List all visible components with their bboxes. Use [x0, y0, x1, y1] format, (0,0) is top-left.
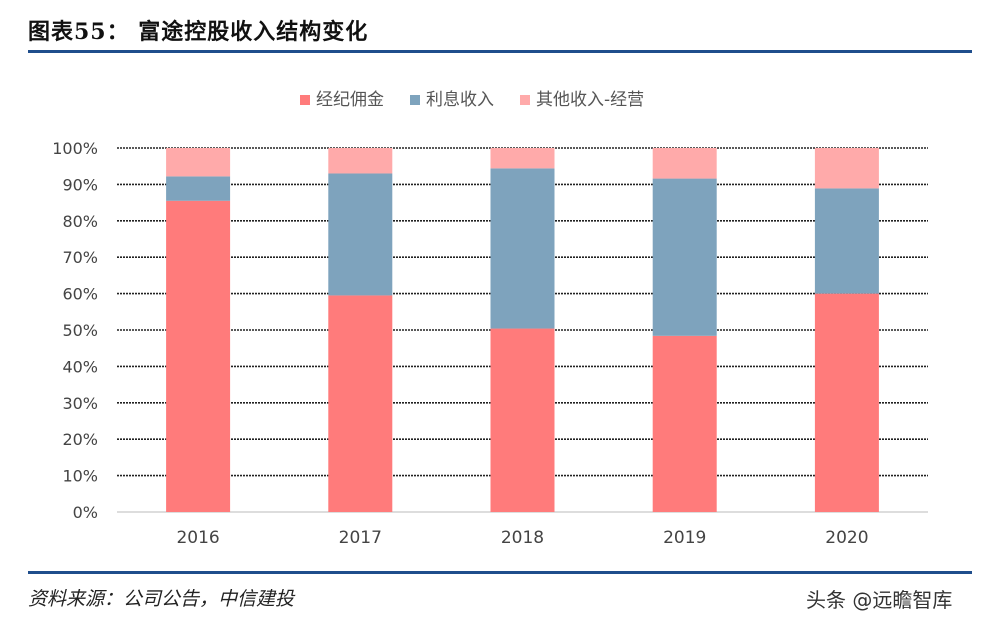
y-tick-label: 10% [62, 467, 98, 486]
legend-label: 其他收入-经营 [536, 90, 645, 110]
bar-segment [652, 335, 717, 512]
legend-item: 经纪佣金 [300, 85, 384, 110]
y-tick-label: 60% [62, 285, 98, 304]
x-tick-label: 2017 [339, 528, 382, 548]
bar-segment [814, 148, 879, 189]
bar-segment [814, 188, 879, 294]
bar-segment [814, 293, 879, 512]
x-tick-label: 2018 [501, 528, 544, 548]
bar-segment [490, 168, 555, 329]
bar-segment [652, 178, 717, 336]
y-tick-label: 50% [62, 321, 98, 340]
x-tick-label: 2020 [825, 528, 868, 548]
y-tick-label: 70% [62, 248, 98, 267]
legend-label: 经纪佣金 [316, 90, 384, 110]
bar-segment [328, 295, 393, 512]
y-tick-label: 80% [62, 212, 98, 231]
bar-segment [328, 148, 393, 174]
y-tick-label: 0% [73, 503, 98, 522]
y-tick-label: 40% [62, 357, 98, 376]
bar-segment [490, 328, 555, 512]
x-tick-label: 2016 [176, 528, 219, 548]
legend-item: 利息收入 [410, 85, 494, 110]
y-tick-label: 90% [62, 175, 98, 194]
bar-segment [490, 148, 555, 169]
bar-segment [652, 148, 717, 179]
source-note: 资料来源：公司公告，中信建投 [28, 588, 295, 610]
legend: 经纪佣金 利息收入 其他收入-经营 [300, 85, 644, 110]
figure-title: 图表55： 富途控股收入结构变化 [28, 19, 369, 45]
x-tick-label: 2019 [663, 528, 706, 548]
legend-swatch [300, 95, 310, 105]
watermark: 头条 @远瞻智库 [806, 588, 953, 612]
legend-swatch [410, 95, 420, 105]
source-rule [28, 571, 972, 574]
y-tick-label: 20% [62, 430, 98, 449]
bar-segment [166, 200, 231, 512]
legend-item: 其他收入-经营 [520, 85, 644, 110]
legend-label: 利息收入 [426, 90, 494, 110]
title-rule [28, 50, 972, 53]
y-tick-label: 100% [52, 139, 98, 158]
y-tick-label: 30% [62, 394, 98, 413]
bar-segment [166, 148, 231, 177]
bar-segment [328, 173, 393, 296]
bar-segment [166, 176, 231, 201]
legend-swatch [520, 95, 530, 105]
